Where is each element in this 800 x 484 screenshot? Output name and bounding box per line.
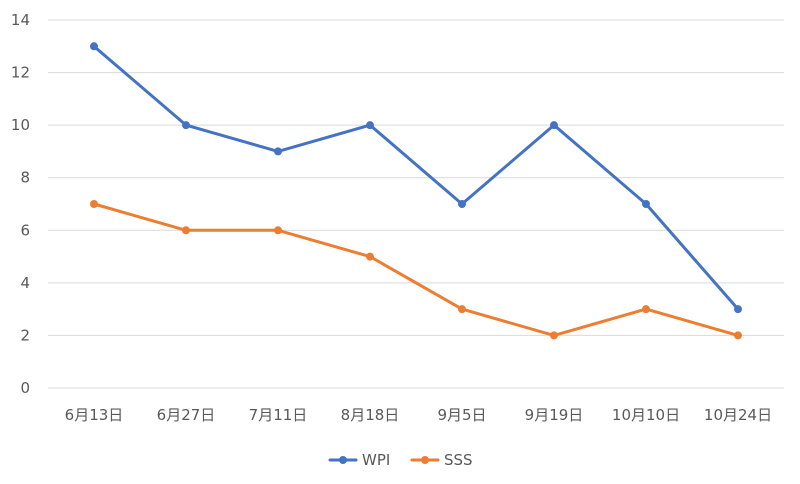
y-tick-label: 10 (11, 116, 30, 134)
data-point-wpi (366, 121, 374, 130)
legend-label-wpi: WPI (362, 451, 390, 469)
data-point-sss (642, 305, 650, 314)
data-point-sss (366, 252, 374, 261)
series-line-sss (92, 202, 740, 337)
grid-lines (48, 19, 784, 389)
y-tick-label: 0 (20, 379, 30, 397)
x-tick-label: 9月5日 (437, 406, 486, 424)
data-point-wpi (90, 42, 98, 51)
y-tick-label: 8 (20, 169, 30, 187)
data-point-wpi (642, 200, 650, 208)
y-axis-tick-labels: 0 2 4 6 8 10 12 14 (11, 11, 30, 397)
data-point-wpi (550, 121, 558, 130)
data-point-wpi (458, 200, 466, 208)
x-axis-tick-labels: 6月13日 6月27日 7月11日 8月18日 9月5日 9月19日 10月10日 10月24… (65, 406, 772, 424)
legend-marker-sss (421, 456, 429, 464)
x-tick-label: 10月24日 (704, 406, 772, 424)
data-point-wpi (274, 147, 282, 156)
legend: WPI SSS (328, 451, 473, 469)
data-point-sss (550, 331, 558, 340)
y-tick-label: 12 (11, 64, 30, 82)
x-tick-label: 6月13日 (65, 406, 124, 424)
legend-label-sss: SSS (444, 451, 473, 469)
data-point-sss (734, 331, 742, 340)
x-tick-label: 7月11日 (249, 406, 308, 424)
data-point-wpi (182, 121, 190, 130)
y-tick-label: 4 (20, 274, 30, 292)
data-point-sss (90, 200, 98, 208)
data-point-sss (458, 305, 466, 314)
x-tick-label: 6月27日 (157, 406, 216, 424)
x-tick-label: 9月19日 (525, 406, 584, 424)
series-lines (90, 42, 742, 340)
data-point-wpi (734, 305, 742, 314)
data-point-sss (274, 226, 282, 235)
data-point-sss (182, 226, 190, 235)
y-tick-label: 14 (11, 11, 30, 29)
legend-marker-wpi (339, 456, 347, 464)
series-line-wpi (92, 44, 740, 311)
y-tick-label: 2 (20, 326, 30, 344)
x-tick-label: 10月10日 (612, 406, 680, 424)
y-tick-label: 6 (20, 221, 30, 239)
x-tick-label: 8月18日 (341, 406, 400, 424)
